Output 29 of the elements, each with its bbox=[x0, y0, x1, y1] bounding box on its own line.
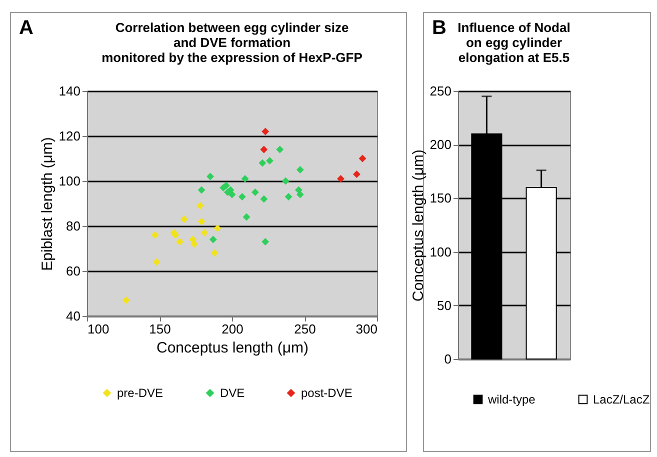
y-tick-label: 120 bbox=[58, 128, 80, 144]
chart-title: Correlation between egg cylinder size and DVE formation monitored by the expression of HexP-GFP bbox=[102, 20, 363, 65]
y-tick-label: 250 bbox=[430, 84, 452, 98]
text: B bbox=[432, 17, 446, 40]
chart-title: Influence of Nodal on egg cylinder elongation at E5.5 bbox=[458, 20, 570, 65]
y-axis-title: Conceptus length (μm) bbox=[410, 149, 427, 302]
x-tick-label: 100 bbox=[88, 322, 110, 336]
y-tick-label: 200 bbox=[430, 137, 452, 152]
y-axis-title: Epiblast length (μm) bbox=[38, 137, 56, 271]
y-tick-label: 100 bbox=[58, 174, 80, 188]
x-axis-title: Conceptus length (μm) bbox=[156, 340, 309, 356]
legend-label: post-DVE bbox=[301, 386, 352, 400]
y-tick-label: 100 bbox=[430, 244, 452, 260]
x-tick-label: 300 bbox=[356, 322, 378, 336]
x-tick-label: 200 bbox=[222, 322, 244, 336]
x-tick-label: 150 bbox=[149, 322, 171, 336]
text: A bbox=[19, 17, 34, 40]
x-tick-label: 250 bbox=[294, 322, 316, 336]
legend-label: DVE bbox=[220, 386, 245, 400]
y-tick-label: 80 bbox=[66, 218, 80, 234]
y-tick-label: 40 bbox=[66, 308, 80, 324]
legend-label: LacZ/LacZ bbox=[593, 392, 650, 406]
y-tick-label: 0 bbox=[444, 352, 452, 366]
legend-label: wild-type bbox=[487, 392, 536, 406]
legend-label: pre-DVE bbox=[117, 386, 164, 400]
y-tick-label: 60 bbox=[66, 264, 80, 278]
y-tick-label: 140 bbox=[58, 84, 80, 98]
y-tick-label: 150 bbox=[430, 190, 452, 206]
y-tick-label: 50 bbox=[437, 298, 452, 313]
